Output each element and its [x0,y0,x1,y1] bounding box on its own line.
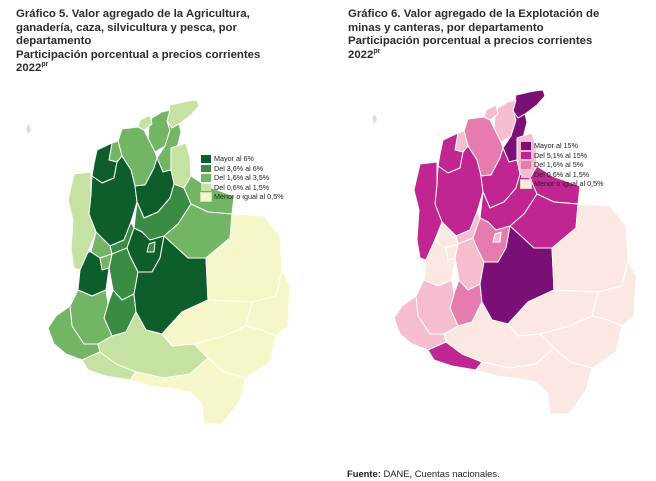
legend-swatch [521,151,531,160]
legend-item: Del 5,1% al 15% [521,151,604,161]
agriculture-title: Gráfico 5. Valor agregado de la Agricult… [16,8,306,76]
department-san-andres [372,114,377,124]
legend-item: Mayor al 6% [201,154,284,164]
legend-item: Del 1,6% al 5% [521,160,604,170]
legend-label: Del 5,1% al 15% [534,150,588,160]
legend-item: Del 1,6% al 3,5% [201,173,284,183]
legend-label: Del 1,6% al 3,5% [214,173,270,183]
legend-item: Del 0,6% al 1,5% [201,183,284,193]
mining-legend: Mayor al 15% Del 5,1% al 15% Del 1,6% al 5… [520,141,604,189]
legend-swatch [521,142,531,150]
legend-swatch [201,155,211,163]
subtitle: Participación porcentual a precios corri… [348,35,593,48]
legend-swatch [521,161,531,169]
department-la-guajira [166,99,200,129]
department-bogota [146,241,156,253]
legend-swatch [520,179,532,189]
legend-label: Del 0,6% al 1,5% [214,182,270,192]
legend-swatch [201,164,211,173]
department-la-guajira [512,89,546,119]
department-san-andres [26,124,31,134]
title-line: Gráfico 5. Valor agregado de la Agricult… [16,8,250,20]
legend-label: Mayor al 15% [534,141,578,150]
department-atlantico [483,104,499,121]
legend-swatch [201,183,211,192]
legend-label: Del 1,6% al 5% [534,160,584,170]
subtitle: Participación porcentual a precios corri… [16,48,261,61]
legend-label: Del 0,6% al 1,5% [534,169,590,179]
legend-label: Menor o igual al 0,5% [534,179,604,189]
department-amazonas [129,357,247,425]
title-line: ganadería, caza, silvicultura y pesca, p… [16,21,237,34]
mining-choropleth-map [372,89,637,415]
year-label: 2022pr [16,61,49,75]
legend-item: Del 0,6% al 1,5% [521,170,604,180]
legend-item: Menor o igual al 0,5% [520,179,604,189]
department-atlantico [137,114,153,131]
department-amazonas [475,347,593,415]
legend-label: Mayor al 6% [214,154,254,163]
legend-item: Menor o igual al 0,5% [200,192,284,202]
legend-label: Del 3,6% al 6% [214,163,264,173]
legend-swatch [200,192,212,202]
agriculture-legend: Mayor al 6% Del 3,6% al 6% Del 1,6% al 3,5… [200,154,284,202]
legend-item: Mayor al 15% [521,141,604,151]
mining-panel: Gráfico 6. Valor agregado de la Explotac… [336,0,656,481]
title-line: departamento [16,35,92,48]
mining-title: Gráfico 6. Valor agregado de la Explotac… [348,8,638,62]
year-label: 2022pr [348,47,381,61]
department-bogota [492,231,502,243]
legend-item: Del 3,6% al 6% [201,164,284,174]
title-line: minas y canteras, por departamento [348,21,544,34]
agriculture-panel: Gráfico 5. Valor agregado de la Agricult… [0,0,320,481]
agriculture-choropleth-map [26,99,291,425]
legend-swatch [521,170,531,179]
source-note: Fuente: DANE, Cuentas nacionales. [347,468,500,479]
legend-label: Menor o igual al 0,5% [214,192,284,202]
title-line: Gráfico 6. Valor agregado de la Explotac… [348,8,600,20]
legend-swatch [201,174,211,182]
